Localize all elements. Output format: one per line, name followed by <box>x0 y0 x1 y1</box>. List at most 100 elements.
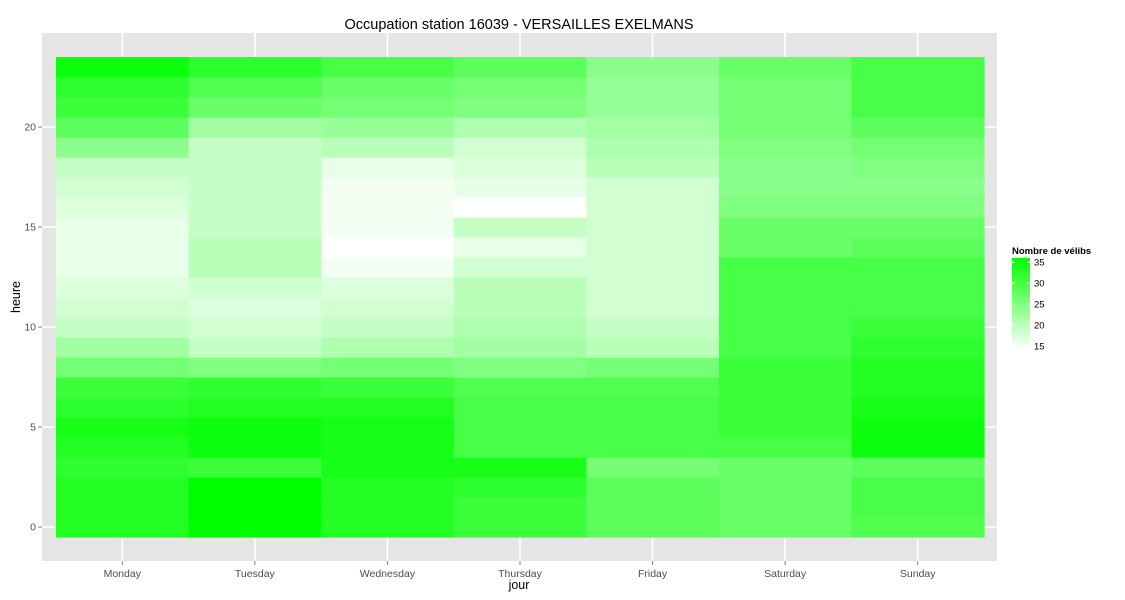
heatmap-cell <box>718 57 853 78</box>
heatmap-cell <box>188 217 322 238</box>
heatmap-cell <box>188 157 322 178</box>
heatmap-cell <box>321 177 455 198</box>
heatmap-cell <box>453 437 587 458</box>
heatmap-cell <box>586 497 720 518</box>
heatmap-cell <box>56 517 190 538</box>
heatmap-cell <box>718 117 853 138</box>
heatmap-cell <box>453 277 587 298</box>
heatmap-cell <box>586 217 720 238</box>
heatmap-cell <box>718 217 853 238</box>
heatmap-cell <box>56 277 190 298</box>
heatmap-cell <box>586 237 720 258</box>
heatmap-cell <box>851 157 985 178</box>
y-tick-label: 20 <box>24 122 36 134</box>
heatmap-cell <box>851 477 985 498</box>
heatmap-cell <box>56 497 190 518</box>
x-tick-label: Friday <box>638 568 668 580</box>
heatmap-cell <box>56 97 190 118</box>
legend-color-bar <box>1012 258 1030 350</box>
heatmap-cell <box>188 97 322 118</box>
heatmap-cell <box>188 477 322 498</box>
heatmap-cell <box>586 137 720 158</box>
heatmap-cell <box>188 497 322 518</box>
heatmap-cell <box>188 297 322 318</box>
heatmap-cell <box>586 437 720 458</box>
heatmap-cell <box>321 317 455 338</box>
x-tick-label: Monday <box>104 568 142 580</box>
heatmap-cell <box>188 77 322 98</box>
heatmap-cell <box>851 237 985 258</box>
x-tick-label: Tuesday <box>235 568 276 580</box>
heatmap-cell <box>56 437 190 458</box>
heatmap-cell <box>586 197 720 218</box>
heatmap-cell <box>321 157 455 178</box>
heatmap-cell <box>321 197 455 218</box>
y-axis-title: heure <box>9 281 23 313</box>
heatmap-cell <box>851 417 985 438</box>
heatmap-cell <box>56 137 190 158</box>
heatmap-cell <box>718 317 853 338</box>
heatmap-cell <box>56 177 190 198</box>
heatmap-cell <box>718 97 853 118</box>
heatmap-cell <box>321 97 455 118</box>
heatmap-cell <box>453 337 587 358</box>
heatmap-cell <box>56 157 190 178</box>
heatmap-cell <box>718 377 853 398</box>
heatmap-cell <box>321 297 455 318</box>
heatmap-cell <box>453 217 587 238</box>
heatmap-cell <box>718 457 853 478</box>
heatmap-cell <box>851 497 985 518</box>
heatmap-cell <box>321 517 455 538</box>
heatmap-cell <box>188 377 322 398</box>
heatmap-cell <box>718 437 853 458</box>
heatmap-cell <box>188 237 322 258</box>
heatmap-cell <box>321 217 455 238</box>
y-axis: 0 5 10 15 20 <box>24 122 42 534</box>
heatmap-cell <box>453 397 587 418</box>
y-tick-label: 15 <box>24 222 36 234</box>
legend-tick-label: 25 <box>1034 300 1045 311</box>
heatmap-cell <box>586 357 720 378</box>
x-tick-label: Wednesday <box>360 568 416 580</box>
heatmap-cell <box>453 137 587 158</box>
heatmap-cell <box>453 417 587 438</box>
heatmap-cell <box>586 277 720 298</box>
y-tick-label: 5 <box>30 422 36 434</box>
heatmap-cell <box>453 377 587 398</box>
heatmap-cell <box>586 57 720 78</box>
heatmap-cell <box>453 57 587 78</box>
heatmap-cell <box>851 117 985 138</box>
heatmap-cell <box>586 377 720 398</box>
heatmap-cell <box>453 317 587 338</box>
heatmap-cell <box>56 477 190 498</box>
heatmap-cell <box>56 337 190 358</box>
heatmap-cell <box>718 477 853 498</box>
heatmap-cell <box>453 517 587 538</box>
heatmap-cell <box>188 177 322 198</box>
heatmap-cell <box>851 377 985 398</box>
legend-tick-label: 20 <box>1034 320 1045 331</box>
heatmap-cell <box>586 457 720 478</box>
y-tick-label: 0 <box>30 522 36 534</box>
heatmap-cell <box>321 437 455 458</box>
heatmap-cell <box>56 117 190 138</box>
heatmap-cell <box>586 157 720 178</box>
heatmap-cell <box>188 437 322 458</box>
heatmap-cell <box>56 297 190 318</box>
heatmap-cell <box>188 257 322 278</box>
heatmap-cell <box>188 337 322 358</box>
heatmap-cell <box>718 177 853 198</box>
heatmap-cell <box>718 497 853 518</box>
heatmap-cell <box>851 57 985 78</box>
y-tick-label: 10 <box>24 322 36 334</box>
heatmap-cell <box>851 257 985 278</box>
x-tick-label: Sunday <box>900 568 936 580</box>
heatmap-cell <box>453 477 587 498</box>
legend-title: Nombre de vélibs <box>1012 246 1091 257</box>
heatmap-cell <box>718 397 853 418</box>
heatmap-cell <box>188 397 322 418</box>
heatmap-cell <box>718 517 853 538</box>
heatmap-cell <box>851 77 985 98</box>
x-axis: Monday Tuesday Wednesday Thursday Friday Satu… <box>104 561 936 580</box>
